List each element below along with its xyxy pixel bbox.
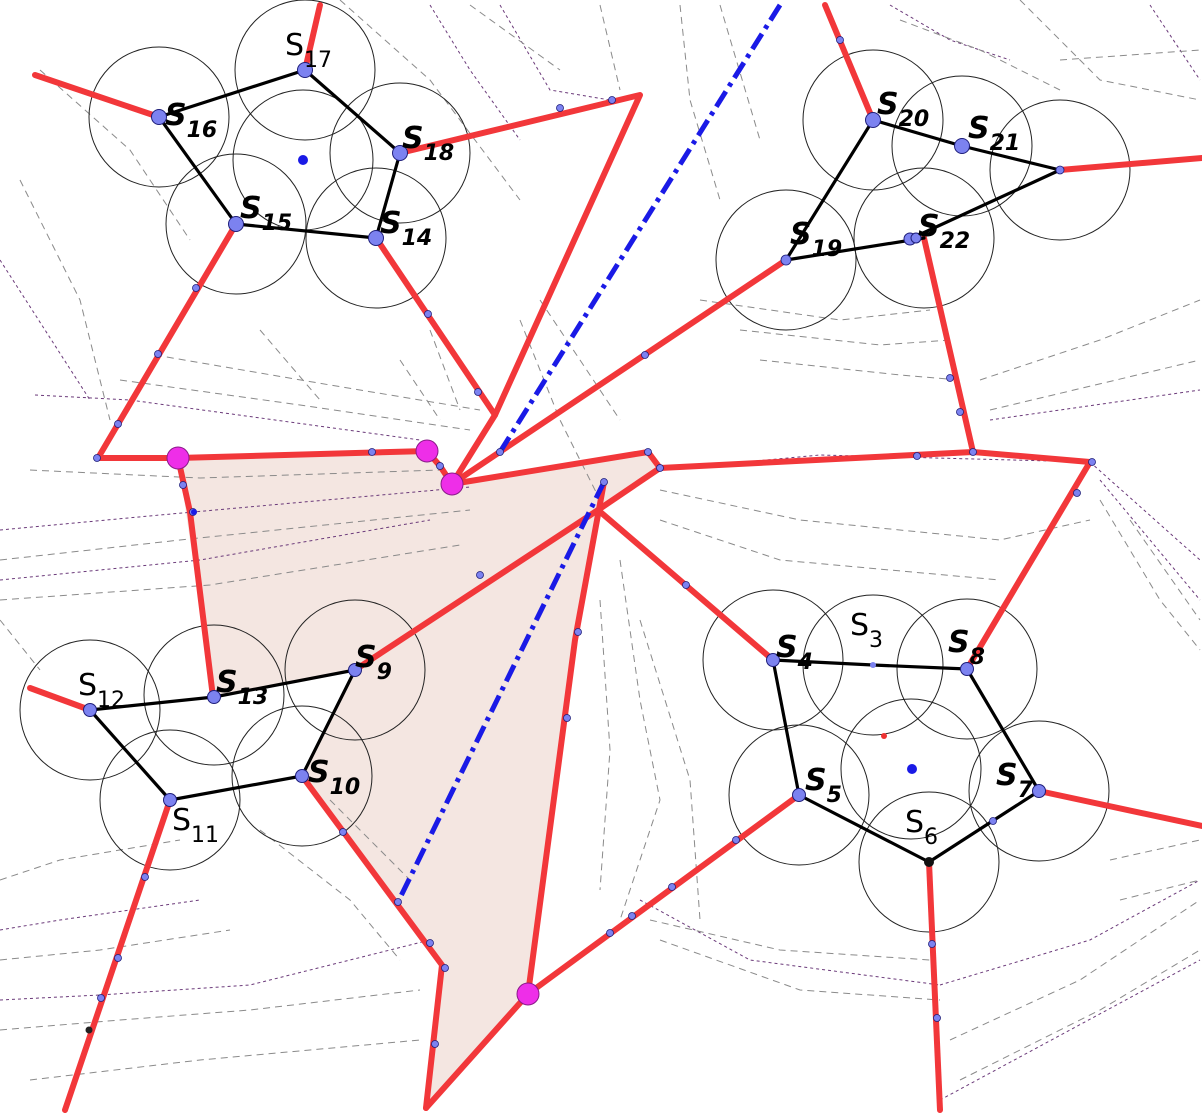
label-s6: S6 <box>905 805 938 850</box>
label-s3: S3 <box>850 608 883 653</box>
label-s22: S22 <box>918 209 970 254</box>
label-s12: S12 <box>78 668 125 713</box>
label-s21: S21 <box>968 111 1020 156</box>
label-s11: S11 <box>172 803 219 848</box>
label-s8: S8 <box>948 625 985 670</box>
label-s16: S16 <box>165 98 217 143</box>
offset-lines-purple <box>0 4 1201 1101</box>
site-points <box>83 62 1065 807</box>
separator-lines <box>395 3 783 904</box>
label-s19: S19 <box>790 217 842 262</box>
site-labels: S17 S16 S18 S15 S14 S20 S21 S19 S22 S3 S… <box>78 28 1034 850</box>
label-s13: S13 <box>216 665 268 710</box>
highlight-vertices <box>166 439 540 1006</box>
label-s18: S18 <box>402 121 454 166</box>
label-s14: S14 <box>380 206 432 251</box>
label-s5: S5 <box>805 763 842 808</box>
label-s20: S20 <box>877 87 929 132</box>
label-s4: S4 <box>776 630 813 675</box>
shaded-region-upper <box>178 451 660 697</box>
label-s10: S10 <box>308 755 360 800</box>
label-s9: S9 <box>355 640 392 685</box>
label-s7: S7 <box>996 758 1034 803</box>
offset-lines-gray <box>0 0 1201 1081</box>
label-s17: S17 <box>285 28 332 73</box>
label-s15: S15 <box>240 191 292 236</box>
edge-points <box>85 36 1096 1048</box>
